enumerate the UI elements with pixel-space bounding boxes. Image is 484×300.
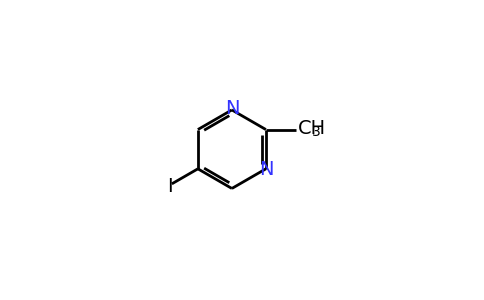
- Text: N: N: [225, 99, 239, 118]
- Text: 3: 3: [312, 125, 320, 139]
- Text: CH: CH: [298, 119, 326, 138]
- Text: I: I: [167, 177, 173, 196]
- Text: N: N: [258, 160, 273, 179]
